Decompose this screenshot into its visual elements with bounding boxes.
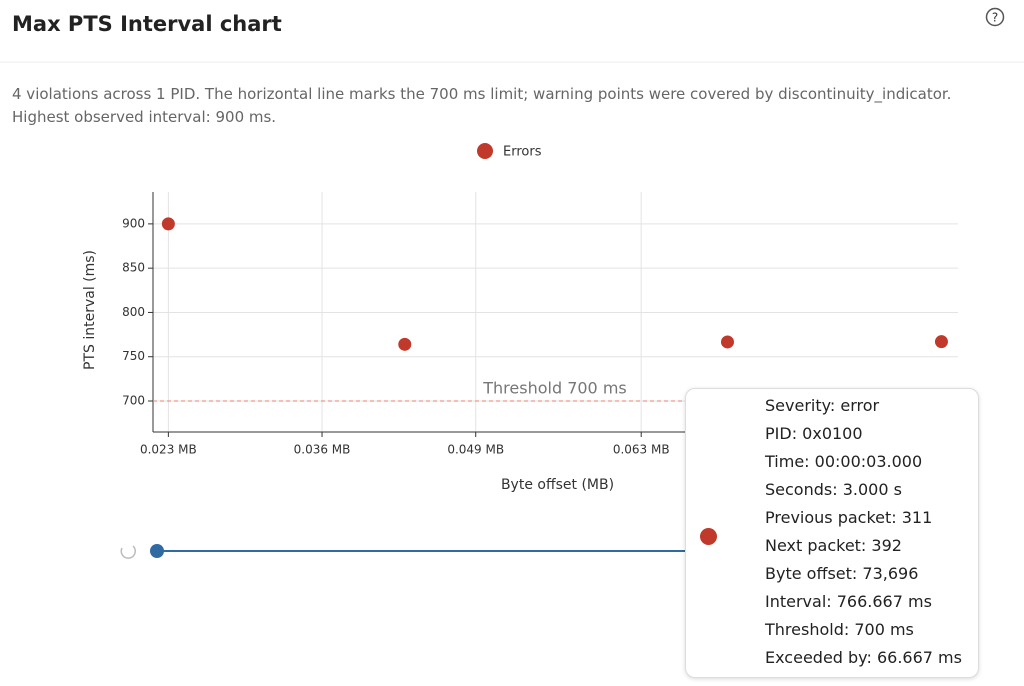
legend-marker bbox=[477, 143, 493, 159]
reset-icon[interactable] bbox=[120, 545, 136, 559]
range-slider-handle[interactable] bbox=[150, 544, 164, 558]
data-point bbox=[720, 335, 734, 349]
help-icon-glyph: ? bbox=[992, 11, 998, 25]
x-axis-label: Byte offset (MB) bbox=[501, 477, 614, 493]
help-icon[interactable] bbox=[985, 7, 1005, 27]
y-tick-label: 750 bbox=[122, 349, 145, 363]
x-tick-label: 0.023 MB bbox=[140, 443, 197, 457]
tooltip-line: PID: 0x0100 bbox=[765, 424, 863, 443]
x-tick-label: 0.063 MB bbox=[613, 443, 670, 457]
tooltip: Severity: error PID: 0x0100 Time: 00:00:03… bbox=[685, 388, 979, 678]
legend-label: Errors bbox=[503, 145, 542, 160]
y-tick-label: 850 bbox=[122, 261, 145, 275]
tooltip-marker bbox=[700, 528, 717, 545]
y-axis-label: PTS interval (ms) bbox=[82, 250, 98, 370]
tooltip-line: Time: 00:00:03.000 bbox=[765, 452, 923, 471]
data-point bbox=[161, 217, 175, 231]
data-point bbox=[934, 335, 948, 349]
tooltip-line: Threshold: 700 ms bbox=[765, 620, 914, 639]
page-title: Max PTS Interval chart bbox=[12, 12, 282, 36]
threshold-label: Threshold 700 ms bbox=[482, 379, 626, 398]
x-tick-label: 0.049 MB bbox=[447, 443, 504, 457]
tooltip-line: Interval: 766.667 ms bbox=[765, 592, 932, 611]
tooltip-line: Next packet: 392 bbox=[765, 536, 902, 555]
tooltip-line: Byte offset: 73,696 bbox=[765, 564, 919, 583]
data-point bbox=[398, 337, 412, 351]
x-tick-label: 0.036 MB bbox=[294, 443, 351, 457]
tooltip-line: Seconds: 3.000 s bbox=[765, 480, 902, 499]
y-tick-label: 800 bbox=[122, 305, 145, 319]
tooltip-line: Severity: error bbox=[765, 396, 880, 415]
tooltip-line: Exceeded by: 66.667 ms bbox=[765, 648, 962, 667]
y-tick-label: 900 bbox=[122, 216, 145, 230]
tooltip-line: Previous packet: 311 bbox=[765, 508, 933, 527]
y-tick-label: 700 bbox=[122, 394, 145, 408]
description: 4 violations across 1 PID. The horizonta… bbox=[12, 85, 952, 126]
